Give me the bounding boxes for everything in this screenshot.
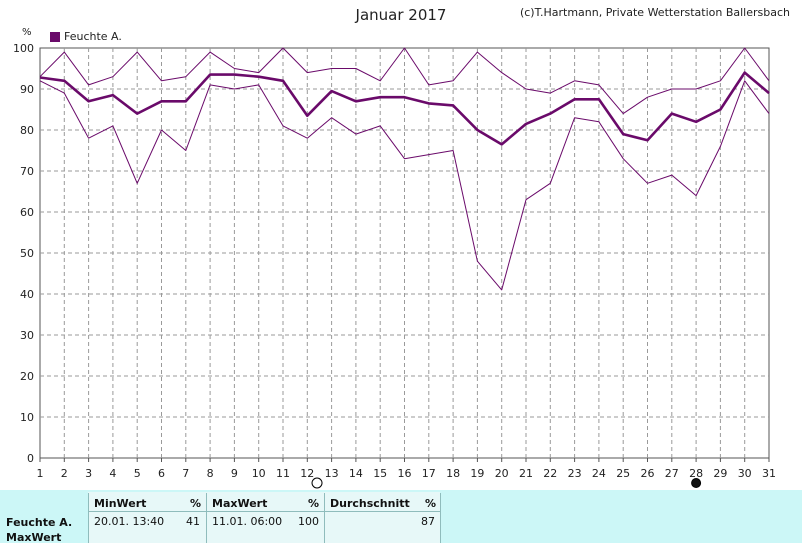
new-moon-icon [311, 477, 323, 489]
x-tick-label: 28 [689, 467, 703, 480]
x-tick-label: 16 [398, 467, 412, 480]
x-tick-label: 27 [665, 467, 679, 480]
x-tick-label: 7 [182, 467, 189, 480]
x-tick-label: 17 [422, 467, 436, 480]
x-tick-label: 1 [37, 467, 44, 480]
x-tick-label: 8 [207, 467, 214, 480]
max-header: MaxWert [212, 497, 268, 510]
y-tick-label: 40 [20, 288, 34, 301]
separator [206, 493, 207, 543]
x-tick-label: 10 [252, 467, 266, 480]
min-value: 41 [186, 515, 200, 528]
y-tick-label: 60 [20, 206, 34, 219]
max-time: 11.01. 06:00 [212, 515, 283, 528]
x-tick-label: 15 [373, 467, 387, 480]
series-line-avg [39, 71, 770, 146]
chart-title: Januar 2017 [355, 6, 447, 24]
x-tick-label: 24 [592, 467, 606, 480]
full-moon-icon [691, 478, 702, 488]
x-tick-label: 31 [762, 467, 776, 480]
series-line-min [39, 80, 770, 291]
legend: Feuchte A. [50, 30, 122, 43]
x-tick-label: 6 [158, 467, 165, 480]
y-tick-label: 30 [20, 329, 34, 342]
x-tick-label: 30 [738, 467, 752, 480]
x-tick-label: 13 [325, 467, 339, 480]
avg-unit: % [425, 497, 437, 510]
min-unit: % [190, 497, 202, 510]
x-tick-label: 25 [616, 467, 630, 480]
y-tick-label: 50 [20, 247, 34, 260]
x-tick-label: 21 [519, 467, 533, 480]
x-tick-label: 12 [300, 467, 314, 480]
y-tick-label: 0 [27, 452, 34, 465]
y-tick-label: 80 [20, 124, 34, 137]
y-tick-label: 90 [20, 83, 34, 96]
chart-credit: (c)T.Hartmann, Private Wetterstation Bal… [519, 6, 790, 19]
x-tick-label: 5 [134, 467, 141, 480]
x-tick-label: 3 [85, 467, 92, 480]
x-tick-label: 19 [470, 467, 484, 480]
x-tick-label: 14 [349, 467, 363, 480]
y-tick-label: 20 [20, 370, 34, 383]
avg-header: Durchschnitt [330, 497, 410, 510]
x-tick-label: 22 [543, 467, 557, 480]
x-tick-label: 4 [109, 467, 116, 480]
min-header: MinWert [94, 497, 147, 510]
max-unit: % [308, 497, 320, 510]
x-tick-label: 18 [446, 467, 460, 480]
x-tick-label: 20 [495, 467, 509, 480]
series-line-max [39, 47, 770, 115]
header-separator [88, 511, 440, 512]
max-value: 100 [298, 515, 319, 528]
y-tick-label: 10 [20, 411, 34, 424]
legend-swatch [50, 31, 60, 42]
y-axis-unit: % [22, 27, 32, 38]
y-tick-label: 100 [13, 42, 34, 55]
row2-label: MaxWert [6, 531, 62, 544]
legend-label: Feuchte A. [64, 30, 122, 43]
separator [440, 493, 441, 543]
separator [88, 493, 89, 543]
min-time: 20.01. 13:40 [94, 515, 165, 528]
x-tick-label: 9 [231, 467, 238, 480]
separator [324, 493, 325, 543]
x-tick-label: 29 [713, 467, 727, 480]
x-tick-label: 2 [61, 467, 68, 480]
row-label: Feuchte A. [6, 516, 73, 529]
avg-value: 87 [421, 515, 435, 528]
x-tick-label: 23 [568, 467, 582, 480]
stats-body-bg [88, 492, 440, 543]
y-tick-label: 70 [20, 165, 34, 178]
x-tick-label: 26 [641, 467, 655, 480]
x-tick-label: 11 [276, 467, 290, 480]
